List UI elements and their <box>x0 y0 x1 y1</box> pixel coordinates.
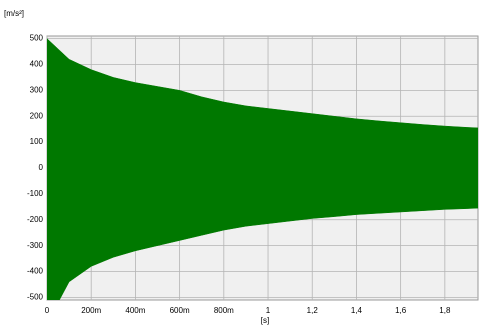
y-tick-label: -200 <box>27 215 44 224</box>
x-tick-label: 600m <box>170 306 190 315</box>
y-tick-label: 400 <box>30 60 44 69</box>
x-tick-label: 400m <box>125 306 145 315</box>
y-tick-label: 200 <box>30 111 44 120</box>
y-tick-label: -400 <box>27 267 44 276</box>
x-tick-label: 1,4 <box>351 306 363 315</box>
x-tick-label: 0 <box>45 306 50 315</box>
x-tick-label: 1,2 <box>307 306 319 315</box>
y-tick-label: 0 <box>39 163 44 172</box>
x-tick-label: 1,6 <box>395 306 407 315</box>
x-tick-label: 1 <box>266 306 271 315</box>
plot-data <box>47 38 478 300</box>
y-tick-label: 300 <box>30 85 44 94</box>
y-tick-label: 500 <box>30 34 44 43</box>
y-tick-label: -300 <box>27 241 44 250</box>
x-tick-label: 800m <box>214 306 234 315</box>
y-axis-label: [m/s²] <box>4 9 24 18</box>
y-tick-label: -500 <box>27 293 44 302</box>
signal-envelope <box>47 38 478 169</box>
x-tick-label: 200m <box>81 306 101 315</box>
y-tick-label: -100 <box>27 189 44 198</box>
x-axis-label: [s] <box>261 316 269 325</box>
x-tick-label: 1,8 <box>439 306 451 315</box>
signal-envelope <box>47 167 478 300</box>
y-tick-label: 100 <box>30 137 44 146</box>
